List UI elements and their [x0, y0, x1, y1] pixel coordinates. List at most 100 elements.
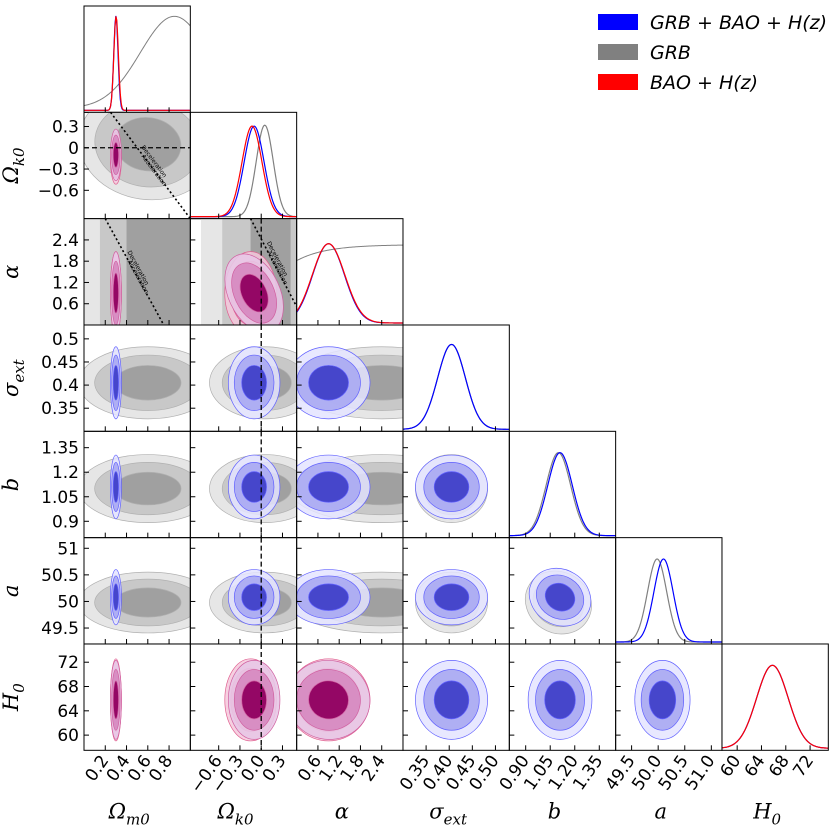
contour-grbbaohz-level-3 — [241, 365, 267, 401]
contour-grbbaohz-level-3 — [112, 272, 119, 314]
panel-a-vs-sigma_ext — [415, 569, 488, 634]
marginal-grb — [402, 343, 510, 430]
panel-Omega_k0-vs-Omega_k0 — [190, 124, 297, 218]
contour-grbbaohz-level-3 — [544, 680, 576, 720]
deceleration-acceleration-line — [249, 218, 297, 308]
contour-grb-level-3 — [114, 471, 182, 506]
x-tick-label: 0.3 — [259, 752, 291, 786]
contour-grbbaohz-level-3 — [433, 680, 470, 720]
y-tick-label: 51 — [57, 539, 79, 559]
contour-grbbaohz-level-3 — [241, 583, 267, 611]
y-tick-label: 0.4 — [52, 376, 79, 396]
marginal-bao-hz — [721, 664, 829, 749]
contour-grbbaohz-level-3 — [433, 583, 470, 611]
panel-H0-vs-Omega_m0 — [110, 658, 122, 742]
y-tick-label: 60 — [57, 726, 79, 746]
panel-a-vs-Omega_m0 — [84, 569, 191, 634]
x-axis-label-Omega_k0: Ωk0 — [216, 799, 254, 828]
legend-swatch-grbbaohz — [598, 14, 638, 30]
x-axis-label-a: a — [655, 799, 668, 823]
panel-sigma_ext-vs-alpha — [296, 346, 403, 420]
y-tick-label: 1.8 — [52, 252, 79, 272]
y-tick-label: 0.45 — [41, 353, 79, 373]
y-tick-label: 0.6 — [52, 295, 79, 315]
marginal-grb-bao-hz — [84, 15, 191, 111]
contour-grbbaohz-level-3 — [241, 471, 267, 503]
panel-a-vs-Omega_k0 — [209, 537, 297, 644]
panel-sigma_ext-vs-sigma_ext — [402, 343, 510, 430]
contour-grbbaohz-level-3 — [112, 365, 119, 401]
y-tick-label: −0.6 — [38, 181, 79, 201]
marginal-bao-hz — [84, 16, 191, 111]
y-tick-label: −0.3 — [38, 160, 79, 180]
contour-grbbaohz-level-3 — [308, 680, 349, 720]
y-tick-label: 49.5 — [41, 619, 79, 639]
y-tick-label: 68 — [57, 678, 79, 698]
y-tick-label: 0.9 — [52, 512, 79, 532]
x-tick-label: 60 — [716, 752, 745, 781]
contour-grb-level-3 — [114, 365, 182, 401]
contour-grbbaohz-level-3 — [308, 471, 349, 503]
contour-grbbaohz-level-3 — [648, 680, 677, 720]
y-tick-label: 1.2 — [52, 463, 79, 483]
panel-b-vs-sigma_ext — [415, 454, 488, 523]
y-tick-label: 50.5 — [41, 566, 79, 586]
y-tick-label: 50 — [57, 592, 79, 612]
y-tick-label: 1.35 — [41, 439, 79, 459]
marginal-grb-bao-hz — [721, 664, 829, 749]
panel-H0-vs-b — [527, 660, 593, 740]
y-tick-label: 0.3 — [52, 118, 79, 138]
legend-swatch-baohz — [598, 74, 638, 90]
panel-b-vs-Omega_m0 — [84, 454, 191, 523]
panel-H0-vs-alpha — [296, 658, 371, 742]
marginal-grb-bao-hz — [509, 452, 616, 537]
legend-swatch-grb — [598, 44, 638, 60]
y-tick-label: 2.4 — [52, 231, 79, 251]
panel-Omega_m0-vs-Omega_m0 — [84, 15, 191, 111]
contour-grbbaohz-level-3 — [112, 471, 119, 503]
x-tick-label: 68 — [765, 752, 794, 781]
panels-layer: DecelerationAccelerationDecelerationAcce… — [0, 5, 829, 828]
x-tick-label: 0.8 — [145, 752, 177, 786]
contour-grbbaohz-level-3 — [308, 583, 349, 611]
y-axis-label-Omega_k0: Ωk0 — [0, 147, 28, 185]
panel-frame — [721, 643, 829, 751]
x-axis-label-sigma_ext: σext — [429, 799, 468, 828]
x-axis-label-H0: H0 — [752, 799, 781, 828]
y-axis-label-b: b — [0, 478, 23, 491]
y-tick-label: 1.05 — [41, 488, 79, 508]
panel-H0-vs-H0 — [721, 664, 829, 749]
legend-label: GRB — [650, 42, 691, 64]
panel-H0-vs-sigma_ext — [415, 660, 488, 740]
marginal-grb — [190, 124, 297, 218]
panel-frame — [615, 537, 723, 645]
marginal-grb-bao-hz — [190, 125, 297, 218]
panel-frame — [402, 324, 510, 432]
x-tick-label: 72 — [789, 752, 818, 781]
panel-H0-vs-a — [634, 660, 691, 740]
x-axis-label-b: b — [548, 799, 561, 823]
panel-frame — [296, 218, 404, 326]
marginal-grb — [296, 244, 403, 262]
y-tick-label: 1.2 — [52, 273, 79, 293]
contour-grb-level-3 — [114, 587, 182, 618]
x-tick-label: 64 — [741, 752, 770, 781]
y-tick-label: 0 — [68, 139, 79, 159]
contour-grbbaohz-level-3 — [112, 583, 119, 611]
marginal-grb — [84, 15, 191, 107]
panel-sigma_ext-vs-Omega_k0 — [209, 324, 297, 432]
panel-b-vs-alpha — [296, 454, 403, 523]
marginal-grb-bao-hz — [296, 243, 403, 324]
panel-frame — [508, 430, 617, 539]
marginal-grb-bao-hz — [615, 558, 722, 643]
y-tick-label: 0.35 — [41, 399, 79, 419]
contour-grbbaohz-level-3 — [544, 582, 576, 612]
marginal-bao-hz — [296, 243, 403, 324]
y-axis-label-alpha: α — [0, 265, 23, 279]
panel-a-vs-alpha — [296, 569, 403, 634]
marginal-bao-hz — [190, 125, 297, 218]
